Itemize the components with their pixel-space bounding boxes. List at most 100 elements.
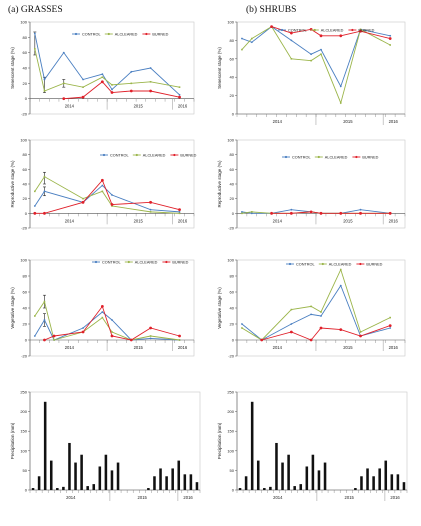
grasses-reproductive-y-tick-label: 0 [25, 211, 28, 216]
shrubs-senescent-point-control [389, 34, 392, 37]
grasses-vegetative-year-label: 2016 [178, 345, 188, 350]
shrubs-precipitation-bar [384, 460, 388, 490]
grasses-reproductive-y-tick-label: 20 [23, 196, 28, 201]
grasses-senescent-point-burned [62, 97, 66, 101]
shrubs-senescent-point-burned [319, 34, 323, 38]
shrubs-reproductive-point-burned [359, 211, 362, 215]
grasses-vegetative-point-alcleared [111, 331, 113, 333]
shrubs-column-title: (b) SHRUBS [246, 5, 297, 15]
grasses-reproductive-legend-label: BURNED [180, 154, 196, 158]
grasses-vegetative-y-tick-label: 20 [23, 322, 28, 327]
shrubs-precipitation-bar [396, 474, 400, 490]
shrubs-senescent-point-alcleared [290, 58, 293, 60]
grasses-reproductive-point-alcleared [149, 211, 152, 213]
grasses-vegetative-series-burned [44, 305, 180, 341]
shrubs-precipitation-bar [287, 454, 290, 490]
shrubs-vegetative-y-axis-label: Vegetative stage (%) [217, 287, 222, 329]
shrubs-vegetative-year-label: 2016 [389, 345, 399, 350]
grasses-reproductive-legend-marker [173, 153, 176, 157]
shrubs-senescent-legend-label: BURNED [358, 29, 374, 33]
grasses-precipitation-bar [92, 484, 96, 490]
grasses-reproductive-point-alcleared [111, 205, 113, 207]
grasses-reproductive-point-control [43, 190, 46, 193]
shrubs-senescent-point-control [320, 48, 322, 51]
grasses-vegetative-year-label: 2015 [134, 345, 144, 350]
shrubs-reproductive-legend-label: BURNED [362, 156, 378, 160]
shrubs-senescent-y-tick-label: 80 [230, 38, 235, 43]
shrubs-precipitation-bar [281, 462, 284, 490]
grasses-senescent-point-control [43, 78, 46, 81]
shrubs-senescent-point-alcleared [389, 44, 391, 46]
grasses-reproductive-point-alcleared [101, 190, 104, 193]
shrubs-reproductive-point-burned [289, 211, 293, 215]
grasses-senescent-point-alcleared [82, 86, 84, 88]
grasses-vegetative-frame [29, 259, 195, 357]
grasses-vegetative-point-alcleared [149, 335, 152, 337]
grasses-reproductive-point-burned [100, 178, 104, 182]
grasses-vegetative-point-control [111, 319, 113, 321]
shrubs-senescent-point-burned [270, 25, 273, 28]
grasses-vegetative-point-control [82, 327, 84, 329]
shrubs-reproductive-point-burned [319, 211, 323, 215]
shrubs-reproductive-year-label: 2014 [273, 218, 283, 223]
shrubs-precipitation-y-tick-label: 100 [227, 448, 234, 453]
grasses-vegetative-point-burned [81, 330, 85, 334]
shrubs-vegetative-legend-label: CONTROL [296, 263, 315, 267]
grasses-reproductive-point-control [33, 205, 36, 207]
shrubs-senescent-y-tick-label: 40 [230, 75, 235, 80]
shrubs-reproductive-point-burned [388, 211, 392, 215]
shrubs-senescent-year-label: 2015 [343, 119, 353, 124]
grasses-precipitation-y-tick-label: 50 [23, 468, 28, 473]
shrubs-senescent-point-burned [339, 34, 343, 38]
shrubs-precipitation-y-axis-label: Precipitation (mm) [217, 422, 222, 459]
grasses-vegetative-y-tick-label: 100 [20, 258, 27, 263]
grasses-reproductive-year-label: 2015 [134, 218, 144, 223]
grasses-reproductive-point-control [111, 194, 113, 196]
grasses-vegetative-y-tick-label: -20 [21, 354, 28, 359]
grasses-senescent-series-control [34, 33, 180, 96]
grasses-senescent-point-alcleared [43, 90, 46, 92]
shrubs-precipitation-bar [269, 486, 272, 490]
grasses-precipitation-bar [104, 454, 108, 490]
shrubs-precipitation-year-label: 2015 [345, 495, 355, 500]
grasses-senescent-y-axis-label: Senescent stage (%) [10, 47, 15, 89]
grasses-senescent-year-label: 2014 [65, 104, 75, 109]
grasses-senescent-point-burned [110, 91, 114, 94]
shrubs-vegetative-point-burned [339, 328, 343, 331]
shrubs-vegetative-point-alcleared [339, 268, 342, 271]
shrubs-vegetative-point-control [310, 313, 313, 316]
shrubs-senescent-y-tick-label: 60 [230, 56, 235, 61]
grasses-reproductive-point-control [149, 208, 152, 211]
grasses-senescent-point-burned [178, 95, 181, 99]
grasses-senescent-point-alcleared [130, 82, 133, 85]
shrubs-precipitation-y-tick-label: 50 [230, 468, 235, 473]
shrubs-senescent-point-control [310, 53, 313, 56]
shrubs-vegetative-point-alcleared [359, 331, 362, 333]
shrubs-vegetative-y-tick-label: 100 [227, 258, 234, 263]
shrubs-senescent-y-tick-label: 100 [227, 20, 234, 25]
shrubs-reproductive-legend-marker [317, 155, 320, 159]
grasses-senescent-point-control [178, 93, 181, 96]
shrubs-vegetative-frame [236, 259, 406, 357]
grasses-vegetative-y-tick-label: 80 [23, 274, 28, 279]
grasses-senescent-legend-label: BURNED [152, 33, 168, 37]
shrubs-precipitation-y-tick-label: 150 [227, 429, 234, 434]
grasses-reproductive-year-label: 2016 [178, 218, 188, 223]
shrubs-vegetative-series-burned [261, 325, 391, 341]
grasses-vegetative-point-alcleared [43, 300, 46, 303]
grasses-precipitation-y-tick-label: 0 [25, 488, 28, 493]
shrubs-senescent-y-tick-label: 20 [230, 93, 235, 98]
shrubs-vegetative-legend-label: ALCLEARED [329, 263, 352, 267]
shrubs-precipitation-bar [354, 488, 357, 490]
shrubs-senescent-point-control [339, 85, 342, 88]
shrubs-vegetative-point-burned [309, 338, 313, 342]
grasses-precipitation-bar [98, 466, 102, 490]
grasses-precipitation-y-tick-label: 100 [20, 448, 27, 453]
grasses-senescent-point-burned [149, 89, 152, 93]
shrubs-precipitation-year-label: 2014 [273, 495, 283, 500]
grasses-vegetative-legend-label: ALCLEARED [135, 261, 158, 265]
shrubs-vegetative-series-control [241, 284, 391, 341]
grasses-senescent-series-alcleared [34, 48, 180, 92]
shrubs-reproductive-point-burned [309, 210, 313, 214]
